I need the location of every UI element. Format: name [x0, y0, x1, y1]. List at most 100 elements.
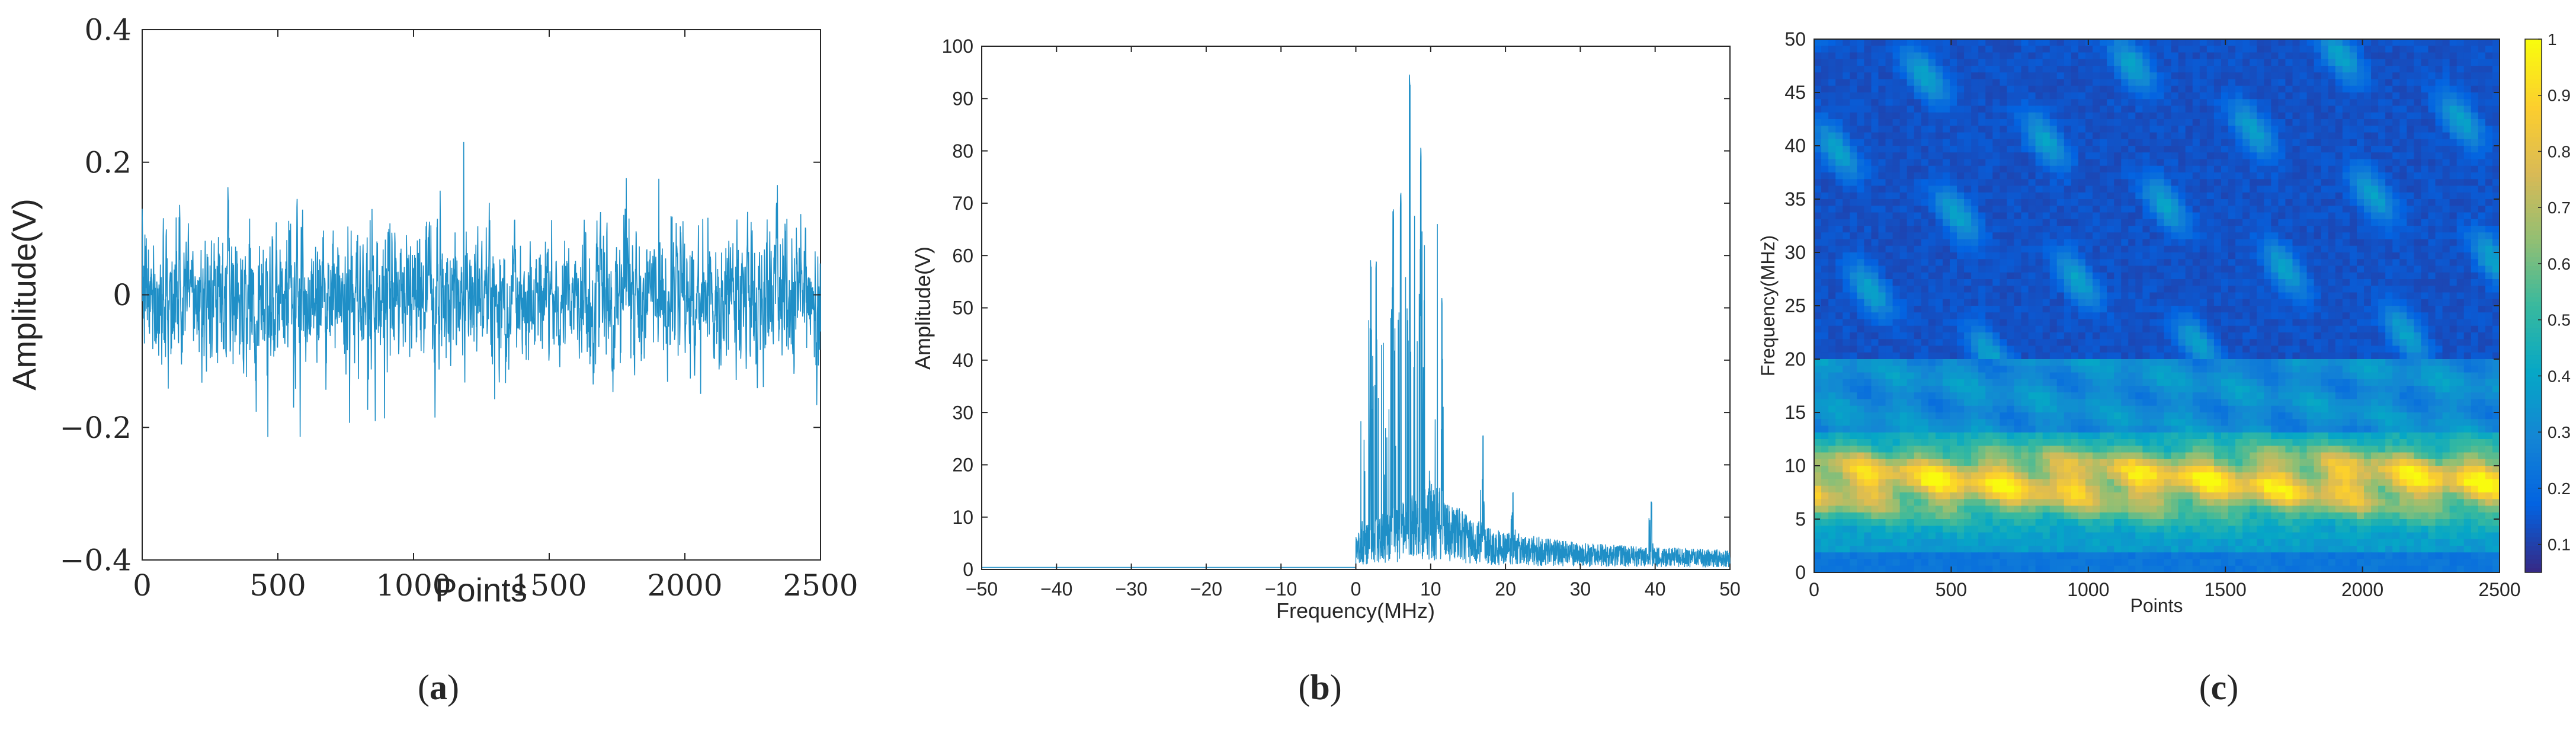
heatmap-cell — [1828, 133, 1836, 140]
heatmap-cell — [1928, 299, 1936, 306]
heatmap-cell — [2450, 366, 2458, 373]
heatmap-cell — [2371, 39, 2379, 46]
heatmap-cell — [2114, 299, 2122, 306]
heatmap-cell — [1978, 346, 1986, 353]
heatmap-cell — [1893, 152, 1901, 159]
heatmap-cell — [2471, 299, 2479, 306]
heatmap-cell — [2007, 59, 2014, 66]
heatmap-cell — [2200, 219, 2207, 226]
heatmap-cell — [2121, 159, 2129, 167]
heatmap-cell — [1950, 126, 1957, 133]
heatmap-cell — [2492, 86, 2500, 93]
heatmap-cell — [2321, 339, 2329, 346]
heatmap-cell — [2214, 179, 2222, 186]
heatmap-cell — [1971, 346, 1979, 353]
heatmap-cell — [2050, 133, 2058, 140]
heatmap-cell — [2000, 339, 2007, 346]
heatmap-cell — [2007, 166, 2014, 173]
heatmap-cell — [2135, 293, 2143, 300]
heatmap-cell — [2271, 199, 2279, 206]
heatmap-cell — [2450, 39, 2458, 46]
heatmap-cell — [2450, 199, 2458, 206]
heatmap-cell — [2250, 319, 2257, 327]
heatmap-cell — [2378, 326, 2386, 333]
heatmap-cell — [2057, 66, 2065, 73]
heatmap-cell — [2278, 152, 2286, 159]
heatmap-cell — [2178, 172, 2186, 180]
heatmap-cell — [2171, 53, 2179, 60]
heatmap-cell — [2193, 259, 2200, 266]
heatmap-cell — [2285, 273, 2293, 280]
heatmap-cell — [1828, 79, 1836, 87]
heatmap-cell — [2085, 172, 2093, 180]
heatmap-cell — [2242, 172, 2250, 180]
heatmap-cell — [2378, 99, 2386, 106]
heatmap-cell — [1907, 366, 1915, 373]
heatmap-cell — [1886, 246, 1893, 253]
heatmap-cell — [1850, 213, 1857, 220]
heatmap-cell — [2193, 366, 2200, 373]
heatmap-cell — [1957, 332, 1965, 340]
heatmap-cell — [2492, 306, 2500, 313]
heatmap-cell — [1928, 146, 1936, 153]
heatmap-cell — [2100, 326, 2107, 333]
heatmap-cell — [1936, 99, 1943, 106]
heatmap-cell — [2357, 113, 2364, 120]
heatmap-cell — [2128, 126, 2136, 133]
heatmap-cell — [1850, 99, 1857, 106]
heatmap-cell — [2321, 179, 2329, 186]
heatmap-cell — [2250, 213, 2257, 220]
heatmap-cell — [1814, 353, 1822, 360]
heatmap-cell — [2000, 86, 2007, 93]
heatmap-cell — [2221, 252, 2229, 260]
heatmap-cell — [2443, 279, 2450, 286]
heatmap-cell — [1843, 293, 1850, 300]
heatmap-cell — [1864, 152, 1872, 159]
heatmap-cell — [2128, 353, 2136, 360]
heatmap-cell — [1957, 299, 1965, 306]
heatmap-cell — [2057, 232, 2065, 239]
heatmap-cell — [2257, 113, 2264, 120]
heatmap-cell — [2050, 152, 2058, 159]
heatmap-cell — [2149, 66, 2157, 73]
heatmap-cell — [2257, 213, 2264, 220]
heatmap-cell — [2407, 193, 2414, 200]
heatmap-cell — [2257, 246, 2264, 253]
heatmap-cell — [2057, 193, 2065, 200]
heatmap-cell — [1857, 79, 1864, 87]
heatmap-cell — [2350, 179, 2357, 186]
heatmap-cell — [1857, 332, 1864, 340]
heatmap-cell — [1828, 193, 1836, 200]
heatmap-cell — [2392, 66, 2400, 73]
heatmap-cell — [2335, 172, 2343, 180]
heatmap-cell — [2228, 119, 2236, 126]
heatmap-cell — [2242, 152, 2250, 159]
heatmap-cell — [2436, 273, 2443, 280]
heatmap-cell — [2335, 339, 2343, 346]
heatmap-cell — [2436, 72, 2443, 79]
heatmap-cell — [1835, 72, 1843, 79]
heatmap-cell — [2036, 299, 2043, 306]
heatmap-cell — [1814, 119, 1822, 126]
heatmap-cell — [1821, 106, 1829, 113]
heatmap-cell — [2214, 239, 2222, 247]
heatmap-cell — [2464, 139, 2472, 146]
heatmap-cell — [2135, 179, 2143, 186]
heatmap-cell — [1928, 332, 1936, 340]
heatmap-cell — [2093, 273, 2100, 280]
heatmap-cell — [2114, 53, 2122, 60]
heatmap-cell — [2271, 279, 2279, 286]
heatmap-cell — [2057, 312, 2065, 319]
heatmap-cell — [1964, 332, 1972, 340]
heatmap-cell — [2157, 72, 2165, 79]
heatmap-cell — [2464, 66, 2472, 73]
heatmap-cell — [1907, 286, 1915, 293]
heatmap-cell — [1893, 213, 1901, 220]
heatmap-cell — [1886, 119, 1893, 126]
heatmap-cell — [2478, 366, 2486, 373]
heatmap-cell — [2436, 53, 2443, 60]
heatmap-cell — [2257, 219, 2264, 226]
heatmap-cell — [2292, 152, 2300, 159]
heatmap-cell — [2357, 86, 2364, 93]
heatmap-cell — [2171, 226, 2179, 233]
